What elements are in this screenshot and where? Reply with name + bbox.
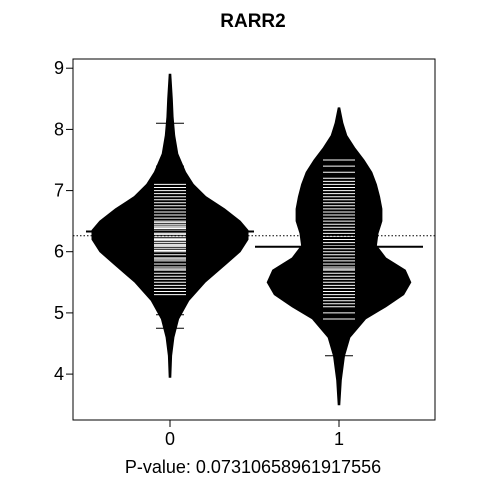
- y-tick-label-9: 9: [54, 58, 64, 78]
- x-axis-label: P-value: 0.07310658961917556: [125, 457, 381, 477]
- bean-0: [86, 73, 254, 378]
- bean-density-1: [266, 107, 412, 406]
- bean-1: [255, 107, 423, 406]
- y-tick-label-4: 4: [54, 364, 64, 384]
- chart-title: RARR2: [220, 11, 285, 32]
- y-tick-label-6: 6: [54, 242, 64, 262]
- x-tick-label-1: 1: [334, 429, 344, 449]
- plot-frame: [72, 58, 436, 421]
- y-axis: 4 5 6 7 8 9: [54, 58, 73, 384]
- beans-layer: [86, 73, 423, 406]
- y-tick-label-5: 5: [54, 303, 64, 323]
- x-tick-label-0: 0: [165, 429, 175, 449]
- y-tick-label-8: 8: [54, 119, 64, 139]
- y-tick-label-7: 7: [54, 181, 64, 201]
